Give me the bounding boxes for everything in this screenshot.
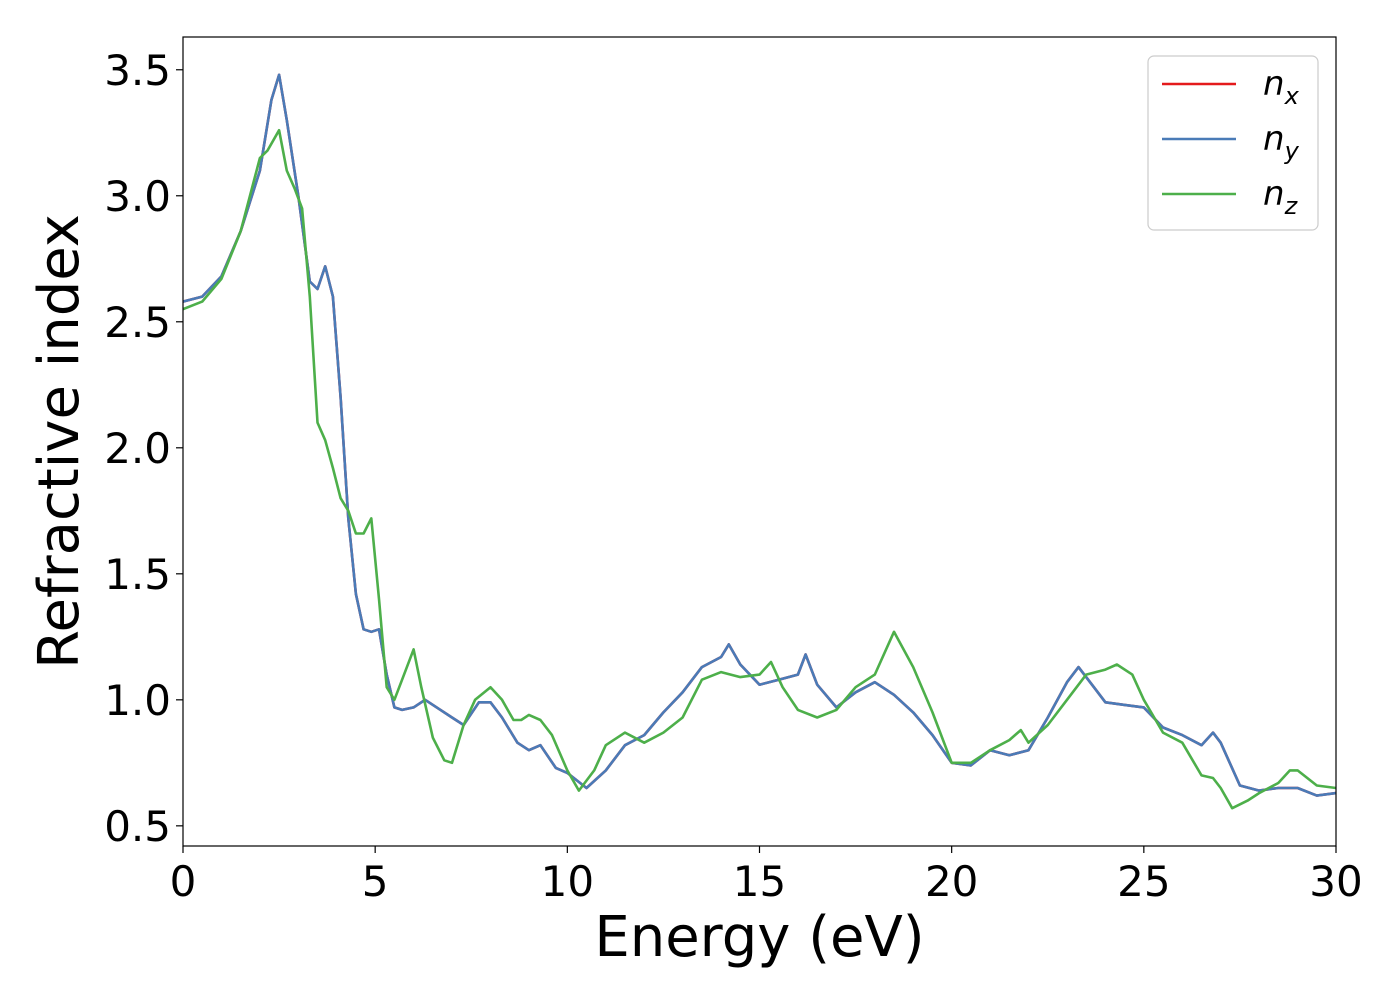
y-tick-label: 2.5	[104, 298, 171, 347]
legend-label-base: n	[1263, 174, 1285, 214]
series-line-y	[183, 73, 1336, 797]
y-tick-label: 2.0	[104, 424, 171, 473]
series-line-z	[183, 128, 1336, 810]
x-tick-label: 10	[541, 857, 594, 906]
x-tick-label: 20	[925, 857, 978, 906]
y-tick-label: 1.5	[104, 550, 171, 599]
legend-label-x: nx	[1263, 64, 1300, 110]
y-tick-label: 1.0	[104, 676, 171, 725]
legend-label-subscript: x	[1284, 82, 1300, 110]
y-tick-label: 3.5	[104, 46, 171, 95]
legend-label-base: n	[1263, 64, 1285, 104]
y-tick-label: 3.0	[104, 172, 171, 221]
y-tick-label: 0.5	[104, 802, 171, 851]
x-tick-label: 15	[733, 857, 786, 906]
plot-lines	[183, 73, 1336, 810]
legend-label-base: n	[1263, 119, 1285, 159]
legend-label-subscript: y	[1284, 137, 1300, 165]
legend-label-y: ny	[1263, 119, 1300, 165]
x-tick-label: 0	[170, 857, 197, 906]
x-tick-label: 25	[1117, 857, 1170, 906]
x-tick-label: 5	[362, 857, 389, 906]
x-tick-label: 30	[1309, 857, 1362, 906]
legend-label-z: nz	[1263, 174, 1299, 220]
legend-box	[1147, 55, 1319, 231]
legend-label-subscript: z	[1284, 192, 1299, 220]
y-axis-label: Refractive index	[27, 214, 92, 669]
x-axis-ticks: 0 5 10 15 20 25 30	[170, 846, 1363, 906]
x-axis-label: Energy (eV)	[594, 905, 924, 970]
y-axis-ticks: 0.5 1.0 1.5 2.0 2.5 3.0 3.5	[104, 46, 183, 851]
